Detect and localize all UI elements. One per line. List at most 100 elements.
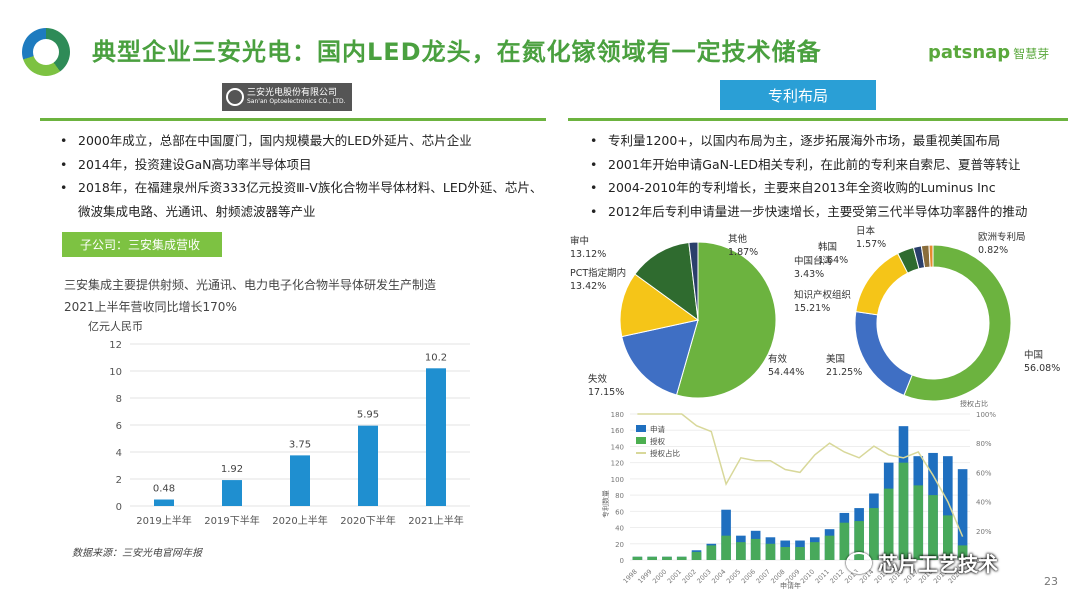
y2-tick-label: 20% [976, 528, 992, 536]
revenue-bar [426, 368, 446, 506]
grant-bar [632, 556, 643, 560]
legend-label: 申请 [650, 424, 665, 434]
slice-value: 54.44% [768, 367, 804, 378]
legend-label: 授权占比 [650, 448, 680, 458]
x-tick-label: 2019上半年 [136, 514, 191, 527]
pie-slice [688, 241, 699, 321]
revenue-bar [222, 480, 242, 506]
brand-logo: patsnap 智慧芽 [928, 42, 1049, 63]
section-logo-ring [22, 28, 70, 76]
slice-value: 1.87% [728, 247, 758, 258]
grant-bar [898, 462, 909, 560]
wechat-icon [846, 551, 872, 574]
x-tick-label: 2021上半年 [408, 514, 463, 527]
slice-label: PCT指定期内 [570, 267, 626, 279]
grant-bar [839, 522, 850, 560]
left-divider [40, 118, 546, 121]
slice-label: 欧洲专利局 [978, 231, 1026, 243]
slice-label: 失效 [588, 373, 608, 385]
pie-slice [855, 252, 909, 316]
y-tick-label: 140 [611, 443, 624, 451]
slice-label: 中国 [1024, 349, 1043, 361]
grant-bar [706, 545, 717, 560]
subsidiary-description: 三安集成主要提供射频、光通讯、电力电子化合物半导体研发生产制造 2021上半年营… [64, 274, 436, 318]
x-tick-label: 2012 [828, 568, 845, 585]
y-tick-label: 60 [615, 508, 624, 516]
value-label: 5.95 [357, 410, 379, 421]
x-tick-label: 1998 [621, 568, 638, 585]
slice-label: 其他 [728, 233, 748, 245]
y2-tick-label: 40% [976, 499, 992, 507]
grant-bar [691, 551, 702, 560]
y-tick-label: 10 [109, 367, 122, 378]
slice-value: 1.64% [818, 255, 848, 266]
slice-label: 韩国 [818, 241, 837, 253]
right-divider [568, 118, 1068, 121]
slice-label: 有效 [768, 353, 788, 365]
y-tick-label: 40 [615, 525, 624, 533]
x-tick-label: 2019下半年 [204, 514, 259, 527]
x-tick-label: 2000 [651, 568, 668, 585]
grant-bar [676, 556, 687, 560]
slice-value: 56.08% [1024, 363, 1060, 374]
grant-bar [662, 556, 672, 560]
value-label: 1.92 [221, 464, 243, 475]
pie-slice [675, 241, 777, 399]
description-line: 2021上半年营收同比增长170% [64, 300, 237, 314]
grant-bar [795, 547, 805, 560]
grant-bar [913, 485, 924, 560]
bullet-item: 专利量1200+，以国内布局为主，逐步拓展海外市场，最重视美国布局 [586, 129, 1066, 153]
brand-name-cn: 智慧芽 [1013, 47, 1050, 61]
brand-name: patsnap [928, 42, 1011, 63]
grant-bar [883, 488, 894, 560]
y-axis-label: 亿元人民币 [88, 320, 143, 333]
value-label: 3.75 [289, 439, 311, 450]
slice-label: 美国 [826, 353, 845, 365]
application-bar [721, 509, 731, 560]
grant-ratio-line [637, 413, 964, 537]
patent-status-pie-chart: 有效 54.44% 失效 17.15% PCT指定期内 13.42% 审中 13.12% 其他 1… [570, 233, 804, 399]
y-tick-label: 120 [611, 460, 624, 468]
legend-swatch [636, 437, 646, 444]
slice-value: 21.25% [826, 367, 862, 378]
patent-region-donut-chart: 中国 56.08% 美国 21.25% 知识产权组织 15.21% 中国台湾 3.43% 韩国 1… [794, 225, 1060, 402]
subsidiary-label: 子公司：三安集成营收 [62, 232, 222, 257]
revenue-bar [358, 425, 378, 506]
description-line: 三安集成主要提供射频、光通讯、电力电子化合物半导体研发生产制造 [64, 278, 437, 292]
slice-value: 3.43% [794, 269, 824, 280]
pie-slice [619, 273, 700, 338]
y-axis-label: 专利数量 [601, 490, 610, 518]
grant-bar [943, 515, 953, 560]
y-tick-label: 0 [116, 502, 122, 513]
application-bar [943, 456, 953, 560]
grant-bar [957, 545, 968, 560]
y-tick-label: 0 [620, 557, 624, 565]
x-tick-label: 2006 [740, 568, 757, 585]
company-logo-icon [226, 88, 244, 106]
watermark-text: 芯片工艺技术 [878, 552, 998, 576]
grant-bar [809, 542, 820, 560]
grant-bar [721, 535, 731, 560]
x-tick-label: 2003 [695, 568, 712, 585]
data-source: 数据来源：三安光电官网年报 [72, 548, 202, 559]
slice-label: 审中 [570, 235, 589, 247]
x-tick-label: 2005 [725, 568, 742, 585]
bullet-item: 2018年，在福建泉州斥资333亿元投资Ⅲ-Ⅴ族化合物半导体材料、LED外延、芯… [56, 176, 546, 223]
slice-value: 13.12% [570, 249, 606, 260]
y-tick-label: 6 [116, 421, 122, 432]
x-tick-label: 2007 [754, 568, 771, 585]
pie-slice [928, 244, 934, 268]
grant-bar [647, 556, 657, 560]
y2-tick-label: 100% [976, 411, 996, 419]
x-tick-label: 2004 [710, 568, 727, 585]
y-tick-label: 80 [615, 492, 624, 500]
application-bar [957, 469, 968, 560]
y-tick-label: 12 [109, 340, 122, 351]
y2-tick-label: 80% [976, 440, 992, 448]
y-tick-label: 20 [615, 541, 624, 549]
value-label: 0.48 [153, 484, 175, 495]
slice-label: 中国台湾 [794, 255, 833, 267]
bullet-item: 2001年开始申请GaN-LED相关专利，在此前的专利来自索尼、夏普等转让 [586, 153, 1066, 177]
grant-bar [736, 542, 746, 560]
legend-swatch [636, 425, 646, 432]
